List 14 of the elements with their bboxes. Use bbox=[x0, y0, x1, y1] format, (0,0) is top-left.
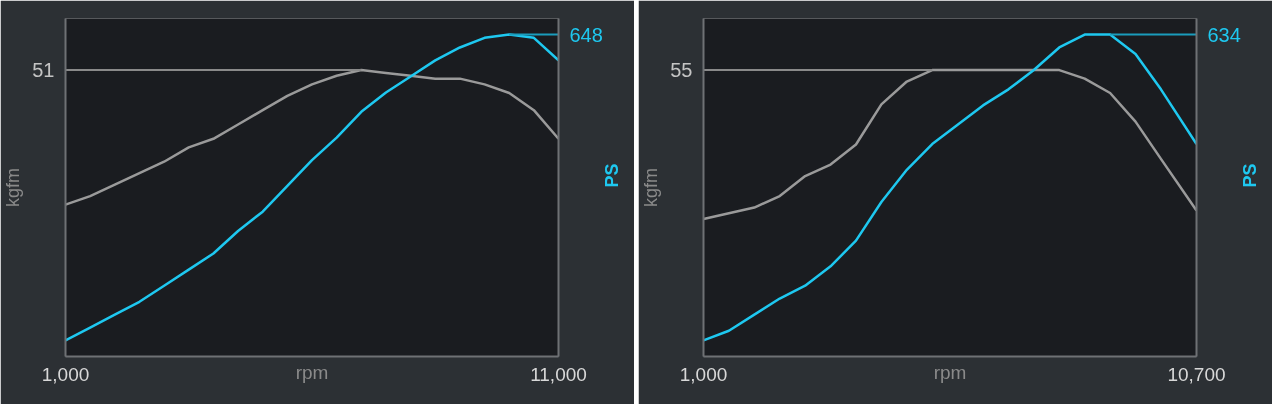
y2-axis-title: PS bbox=[601, 163, 622, 188]
x-axis-title: rpm bbox=[295, 361, 329, 383]
x-tick-label: 1,000 bbox=[679, 363, 728, 385]
y-axis-title: kgfm bbox=[3, 167, 24, 207]
y2-axis-title: PS bbox=[1239, 163, 1260, 188]
text: 55 bbox=[670, 59, 693, 82]
x-axis-title: rpm bbox=[933, 361, 967, 383]
text: 51 bbox=[32, 59, 55, 82]
x-tick-label: 11,000 bbox=[530, 363, 587, 385]
text: 634 bbox=[1207, 23, 1241, 46]
text: 648 bbox=[569, 23, 603, 46]
y-axis-title: kgfm bbox=[641, 167, 662, 207]
x-tick-label: 10,700 bbox=[1167, 363, 1226, 385]
x-tick-label: 1,000 bbox=[41, 363, 90, 385]
